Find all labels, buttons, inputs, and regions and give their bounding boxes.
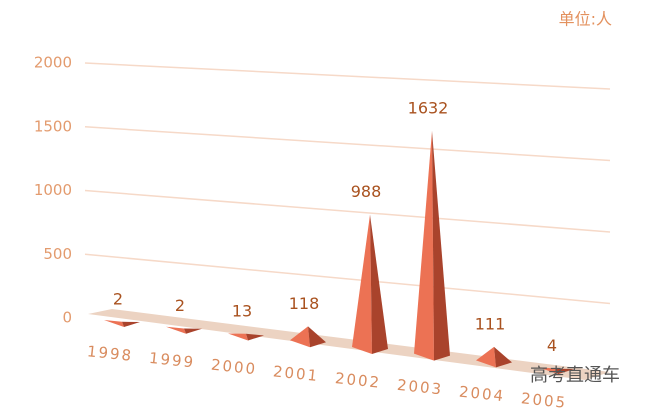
- value-label: 118: [289, 294, 320, 313]
- y-tick-label: 500: [43, 245, 72, 263]
- pyramid: [290, 326, 326, 348]
- pyramid-front-face: [352, 214, 372, 354]
- value-label: 13: [232, 301, 252, 320]
- pyramid: [414, 130, 450, 361]
- pyramid-side-face: [308, 326, 326, 348]
- pyramid-front-face: [290, 326, 310, 348]
- pyramid-side-face: [184, 328, 202, 334]
- pyramid: [476, 346, 512, 368]
- watermark: 高考直通车: [530, 365, 620, 386]
- pyramid: [538, 367, 574, 375]
- x-tick-label: 2005: [520, 389, 568, 412]
- x-tick-label: 2001: [272, 362, 320, 385]
- x-tick-label: 2004: [458, 383, 506, 406]
- pyramid-side-face: [556, 368, 574, 375]
- floor: [88, 309, 610, 380]
- x-tick-label: 1998: [86, 342, 134, 365]
- pyramid-side-face: [494, 346, 512, 368]
- x-tick-label: 2002: [334, 369, 382, 392]
- value-label: 111: [475, 314, 506, 333]
- pyramid-front-face: [228, 333, 248, 341]
- pyramid-front-face: [104, 320, 124, 328]
- pyramid: [228, 333, 264, 341]
- grid-line: [84, 126, 611, 162]
- pyramid-front-face: [414, 130, 434, 361]
- pyramid: [104, 320, 140, 328]
- pyramid-front-face: [538, 367, 558, 375]
- y-tick-label: 1500: [34, 117, 72, 135]
- x-tick-label: 1999: [148, 349, 196, 372]
- pyramid-side-face: [246, 333, 264, 341]
- y-tick-label: 0: [62, 309, 72, 327]
- pyramid-side-face: [370, 214, 388, 354]
- x-tick-label: 2000: [210, 356, 258, 379]
- value-label: 988: [351, 182, 382, 201]
- grid-line: [84, 189, 611, 233]
- y-tick-label: 1000: [34, 181, 72, 199]
- value-label: 4: [547, 336, 557, 355]
- grid-line: [84, 253, 611, 305]
- pyramid: [166, 326, 202, 334]
- value-label: 2: [113, 289, 123, 308]
- pyramid-front-face: [166, 326, 186, 334]
- x-tick-label: 2003: [396, 376, 444, 399]
- grid-line: [84, 62, 611, 90]
- value-label: 1632: [408, 98, 449, 117]
- y-tick-label: 2000: [34, 54, 72, 72]
- pyramid-side-face: [432, 130, 450, 361]
- pyramid: [352, 214, 388, 354]
- pyramid-side-face: [122, 321, 140, 328]
- value-label: 2: [175, 296, 185, 315]
- unit-label: 单位:人: [559, 10, 612, 29]
- pyramid-front-face: [476, 346, 496, 368]
